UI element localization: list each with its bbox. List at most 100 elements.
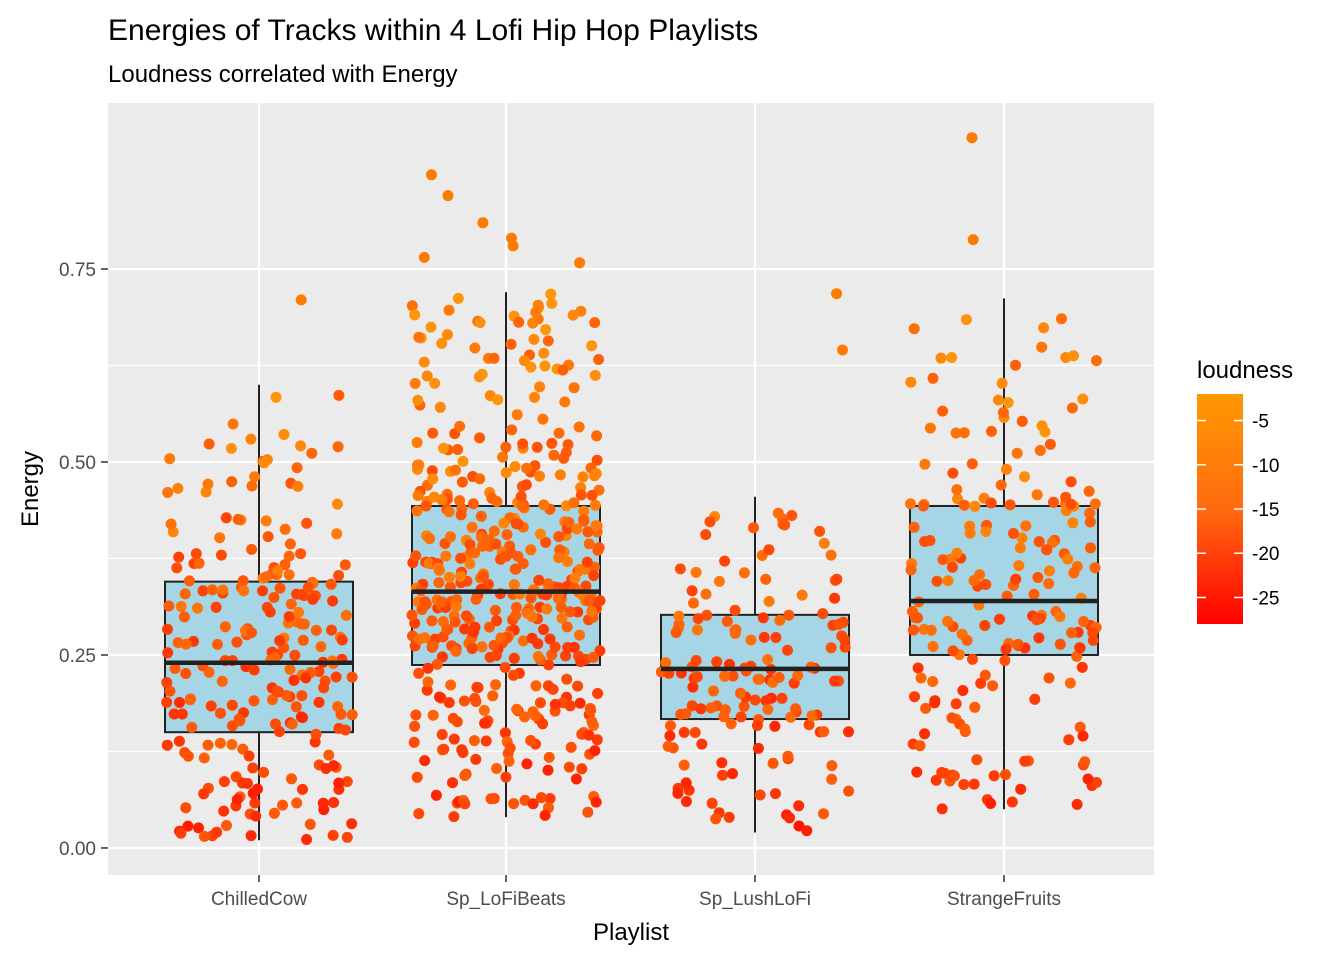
data-point xyxy=(518,355,530,367)
data-point xyxy=(526,632,538,644)
data-point xyxy=(1006,796,1018,808)
data-point xyxy=(912,662,924,674)
data-point xyxy=(735,687,746,699)
legend-tick-label: -5 xyxy=(1252,412,1269,433)
data-point xyxy=(320,763,332,774)
data-point xyxy=(947,467,959,479)
data-point xyxy=(409,309,421,321)
data-point xyxy=(508,798,520,810)
data-point xyxy=(575,656,587,668)
data-point xyxy=(826,773,838,785)
data-point-outlier xyxy=(831,288,843,300)
data-point xyxy=(487,690,499,702)
data-point xyxy=(246,627,257,639)
legend-ticks: -5 -10 -15 -20 -25 xyxy=(1197,412,1279,609)
data-point xyxy=(295,548,307,560)
data-point xyxy=(825,549,837,561)
data-point xyxy=(735,711,747,723)
data-point xyxy=(1066,627,1077,639)
data-point xyxy=(333,570,345,581)
data-point xyxy=(779,519,791,531)
data-point-outlier xyxy=(837,344,848,356)
data-point xyxy=(290,701,302,713)
data-point xyxy=(483,534,495,546)
data-point xyxy=(687,681,699,693)
data-point xyxy=(946,561,958,573)
data-point xyxy=(285,598,297,610)
data-point xyxy=(924,535,936,546)
data-point xyxy=(269,718,281,730)
data-point xyxy=(456,476,468,488)
data-point xyxy=(270,391,282,403)
data-point xyxy=(1054,638,1066,650)
data-point xyxy=(1068,350,1079,362)
data-point xyxy=(564,700,576,712)
data-point xyxy=(1074,642,1086,654)
data-point xyxy=(436,596,448,608)
data-point xyxy=(836,630,848,642)
data-point xyxy=(197,585,209,597)
data-point xyxy=(165,518,177,530)
data-point xyxy=(975,677,987,689)
data-point xyxy=(576,763,588,775)
data-point xyxy=(302,582,314,593)
data-point xyxy=(589,369,601,381)
data-point xyxy=(225,443,237,454)
data-point xyxy=(488,639,500,651)
data-point xyxy=(563,516,575,528)
data-point xyxy=(935,352,947,364)
data-point xyxy=(560,650,571,662)
data-point xyxy=(283,611,295,623)
data-point xyxy=(1004,499,1016,511)
data-point xyxy=(541,603,553,615)
data-point xyxy=(725,718,737,730)
data-point xyxy=(247,787,259,799)
data-point xyxy=(1056,313,1067,325)
data-point xyxy=(674,563,686,575)
data-point xyxy=(203,666,215,678)
data-point xyxy=(535,792,547,804)
data-point xyxy=(301,834,313,845)
data-point xyxy=(427,473,439,485)
data-point xyxy=(678,759,690,771)
data-point xyxy=(927,641,939,652)
data-point xyxy=(571,523,583,535)
data-point-outlier xyxy=(574,257,586,269)
data-point xyxy=(967,653,978,665)
data-point xyxy=(754,789,766,801)
data-point xyxy=(927,676,939,687)
data-point xyxy=(476,368,488,380)
data-point xyxy=(184,694,196,706)
data-point xyxy=(528,333,540,345)
data-point xyxy=(689,727,701,738)
data-point xyxy=(460,610,472,622)
data-point xyxy=(509,563,521,575)
data-point xyxy=(561,673,573,685)
data-point xyxy=(246,480,258,492)
data-point xyxy=(346,818,358,830)
data-point xyxy=(333,389,345,401)
data-point xyxy=(530,680,542,692)
data-point xyxy=(531,441,543,453)
data-point xyxy=(533,574,545,586)
data-point xyxy=(946,352,958,363)
data-point xyxy=(527,798,539,810)
data-point xyxy=(492,394,504,406)
data-point xyxy=(513,316,525,328)
data-point xyxy=(238,585,250,597)
data-point xyxy=(773,672,785,683)
data-point xyxy=(331,498,343,510)
data-point xyxy=(202,739,214,751)
data-point xyxy=(924,422,936,434)
data-point xyxy=(818,726,830,738)
data-point xyxy=(491,615,503,627)
data-point xyxy=(826,760,838,772)
data-point xyxy=(574,564,586,575)
data-point xyxy=(425,321,437,333)
data-point xyxy=(1015,783,1027,795)
data-point xyxy=(738,567,750,579)
data-point xyxy=(488,525,500,537)
data-point xyxy=(243,750,255,762)
data-point xyxy=(1001,463,1012,475)
data-point xyxy=(419,755,431,767)
